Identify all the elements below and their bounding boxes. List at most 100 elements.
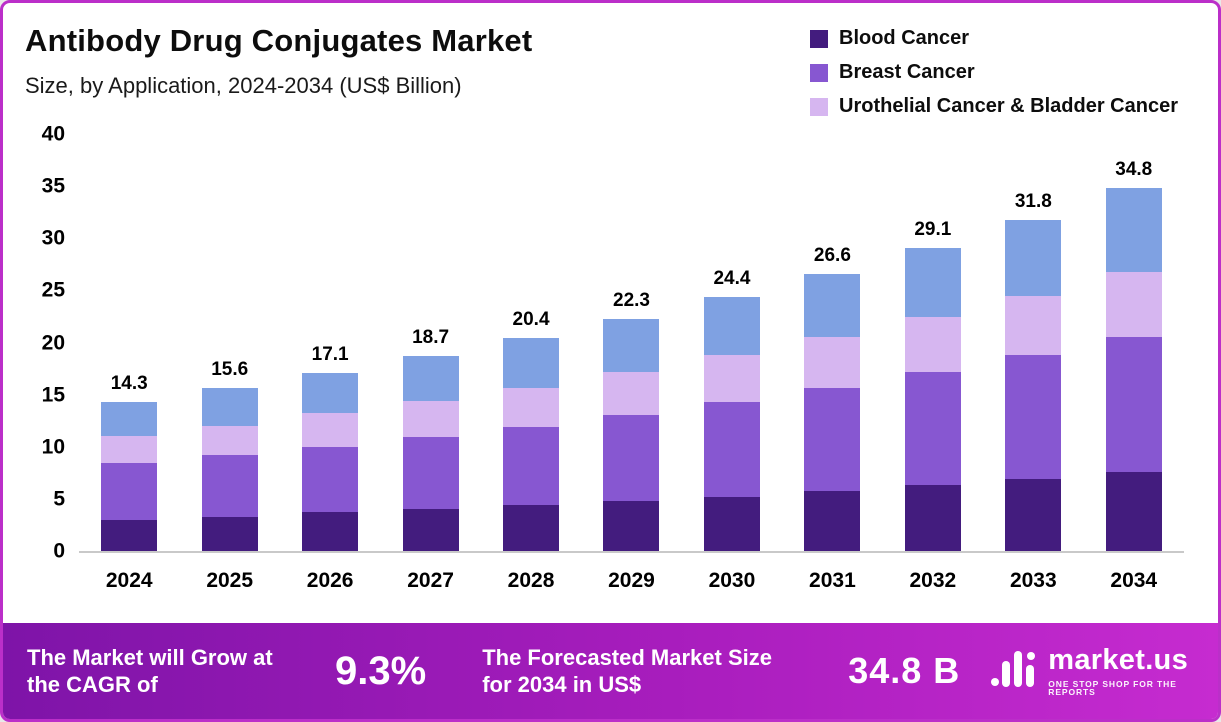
stacked-bar xyxy=(1005,219,1062,552)
legend-swatch-icon xyxy=(810,63,828,82)
stacked-bar xyxy=(904,247,961,551)
chart-area: 0 5 10 15 20 25 30 35 40 14.3 15.6 17.1 18.7 20.4 22.… xyxy=(3,122,1218,562)
brand-text-block: market.us ONE STOP SHOP FOR THE REPORTS xyxy=(1048,643,1188,697)
y-axis: 0 5 10 15 20 25 30 35 40 xyxy=(21,124,79,562)
bar-group-2033: 31.8 xyxy=(983,134,1083,551)
stacked-bar xyxy=(603,318,660,551)
x-axis-label: 2030 xyxy=(708,569,756,592)
legend-swatch-icon xyxy=(810,29,828,48)
stacked-bar xyxy=(804,273,861,551)
title-block: Antibody Drug Conjugates Market Size, by… xyxy=(25,23,532,99)
bar-segment xyxy=(402,437,459,510)
x-axis: 2024 2025 2026 2027 2028 2029 2030 2031 2032 2033… xyxy=(3,553,1218,593)
bar-segment xyxy=(904,371,961,486)
legend-item-urothelial-bladder-cancer: Urothelial Cancer & Bladder Cancer xyxy=(810,95,1178,118)
forecast-value: 34.8 B xyxy=(848,650,961,691)
bar-segment xyxy=(1105,188,1162,272)
stacked-bar xyxy=(101,401,158,552)
bar-segment xyxy=(302,372,359,414)
bar-segment xyxy=(201,388,258,426)
bar-group-2030: 24.4 xyxy=(682,134,782,551)
y-tick-label: 25 xyxy=(41,278,65,302)
bar-segment xyxy=(703,355,760,402)
bar-segment xyxy=(804,273,861,338)
bar-group-2034: 34.8 xyxy=(1084,134,1184,551)
x-axis-label: 2034 xyxy=(1110,569,1158,592)
bar-segment xyxy=(603,318,660,372)
bar-total-label: 22.3 xyxy=(613,289,650,311)
bar-group-2029: 22.3 xyxy=(581,134,681,551)
bar-total-label: 20.4 xyxy=(512,309,550,331)
y-tick-label: 35 xyxy=(41,174,65,198)
legend-item-blood-cancer: Blood Cancer xyxy=(810,27,1178,50)
x-axis-label: 2027 xyxy=(407,569,454,592)
bar-group-2032: 29.1 xyxy=(883,134,983,551)
bar-segment xyxy=(101,436,158,464)
brand-logo: market.us ONE STOP SHOP FOR THE REPORTS xyxy=(990,643,1188,697)
x-axis-label: 2026 xyxy=(306,569,354,592)
bar-total-label: 15.6 xyxy=(211,359,249,381)
forecast-caption: The Forecasted Market Size for 2034 in U… xyxy=(482,644,772,698)
bar-segment xyxy=(1005,355,1062,480)
bar-segment xyxy=(703,296,760,356)
bar-group-2027: 18.7 xyxy=(380,134,480,551)
bar-total-label: 14.3 xyxy=(110,372,148,394)
bar-segment xyxy=(603,371,660,416)
bar-segment xyxy=(101,463,158,520)
bar-segment xyxy=(1105,271,1162,338)
bar-total-label: 31.8 xyxy=(1014,190,1052,212)
cagr-caption: The Market will Grow at the CAGR of xyxy=(27,644,273,698)
x-axis-label: 2025 xyxy=(206,569,254,592)
stacked-bar xyxy=(503,338,560,551)
brand-tagline: ONE STOP SHOP FOR THE REPORTS xyxy=(1048,678,1177,697)
bar-group-2025: 15.6 xyxy=(179,134,279,551)
page-subtitle: Size, by Application, 2024-2034 (US$ Bil… xyxy=(25,73,462,98)
bar-segment xyxy=(703,401,760,497)
bar-segment xyxy=(101,401,158,437)
bar-segment xyxy=(1005,295,1062,356)
bar-segment xyxy=(302,512,359,551)
bar-total-label: 24.4 xyxy=(713,267,751,289)
x-axis-label: 2031 xyxy=(809,569,856,592)
legend-label: Breast Cancer xyxy=(839,61,975,83)
bar-segment xyxy=(904,317,961,372)
bar-segment xyxy=(402,509,459,551)
legend-label: Blood Cancer xyxy=(839,27,970,49)
bar-segment xyxy=(201,516,258,551)
bar-segment xyxy=(1005,219,1062,296)
y-tick-label: 15 xyxy=(41,383,65,407)
bar-segment xyxy=(1105,471,1162,551)
bar-segment xyxy=(804,490,861,551)
bar-total-label: 18.7 xyxy=(412,327,450,349)
y-tick-label: 30 xyxy=(41,226,65,250)
bar-segment xyxy=(201,455,258,517)
bar-total-label: 34.8 xyxy=(1115,159,1153,181)
bar-segment xyxy=(703,496,760,551)
x-axis-label: 2032 xyxy=(909,569,957,592)
bar-segment xyxy=(1105,337,1162,472)
stacked-bar xyxy=(302,372,359,551)
y-tick-label: 5 xyxy=(53,487,65,511)
y-tick-label: 0 xyxy=(53,539,65,563)
bar-segment xyxy=(503,505,560,551)
bar-group-2026: 17.1 xyxy=(280,134,380,551)
bar-segment xyxy=(603,415,660,501)
footer-banner: The Market will Grow at the CAGR of 9.3%… xyxy=(3,623,1218,719)
bar-segment xyxy=(1005,479,1062,551)
bar-segment xyxy=(904,247,961,318)
bar-group-2028: 20.4 xyxy=(481,134,581,551)
bar-segment xyxy=(101,519,158,552)
bar-total-label: 17.1 xyxy=(311,343,349,365)
bar-segment xyxy=(804,337,861,389)
bar-segment xyxy=(302,446,359,513)
y-tick-label: 20 xyxy=(41,331,65,354)
brand-name: market.us xyxy=(1048,643,1188,676)
bar-segment xyxy=(201,425,258,456)
bar-segment xyxy=(402,356,459,401)
bar-segment xyxy=(503,388,560,427)
market-us-logo-icon xyxy=(990,650,1036,692)
stacked-bar xyxy=(703,296,760,551)
stacked-bar xyxy=(402,356,459,551)
bar-segment xyxy=(603,500,660,551)
